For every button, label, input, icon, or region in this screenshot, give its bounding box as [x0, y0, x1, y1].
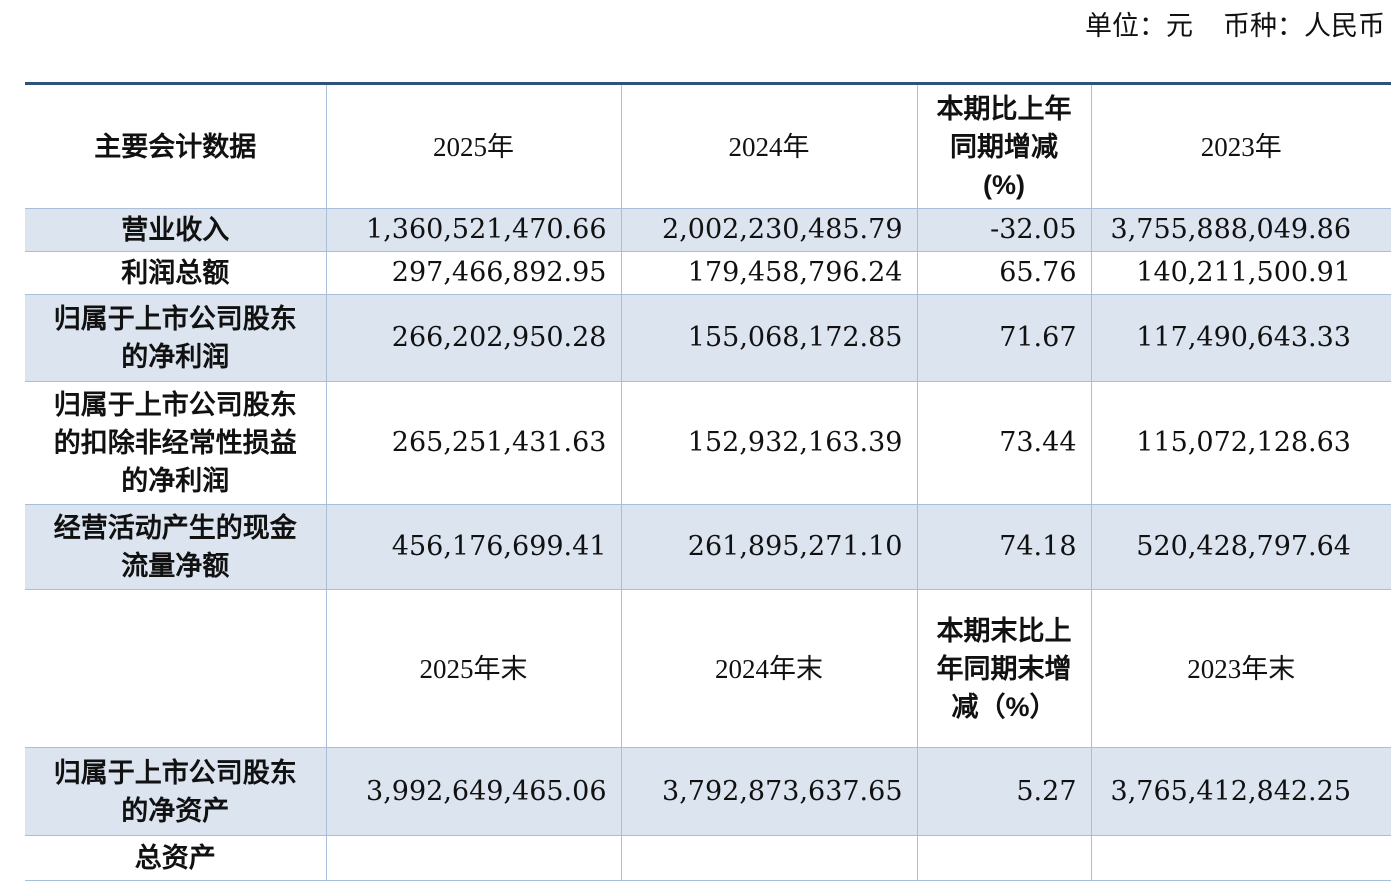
header-metric: 主要会计数据: [25, 83, 327, 209]
value-2024: 179,458,796.24: [620, 251, 918, 295]
header-endpoint-change-pct: 本期末比上年同期末增减（%）: [916, 589, 1092, 748]
value-2023: 520,428,797.64: [1090, 504, 1391, 590]
table-row-operating-revenue: 营业收入 1,360,521,470.66 2,002,230,485.79 -…: [25, 208, 1391, 252]
header-metric-empty: [25, 589, 327, 748]
value-2024-end: 3,792,873,637.65: [620, 747, 918, 836]
header-2024: 2024年: [620, 83, 918, 209]
value-2023: 117,490,643.33: [1090, 294, 1391, 382]
value-2024: 152,932,163.39: [620, 381, 918, 505]
value-2024: 155,068,172.85: [620, 294, 918, 382]
value-2025: 456,176,699.41: [325, 504, 622, 590]
table-row-net-assets-attributable: 归属于上市公司股东的净资产 3,992,649,465.06 3,792,873…: [25, 747, 1391, 836]
value-2025: 1,360,521,470.66: [325, 208, 622, 252]
metric-label: 归属于上市公司股东的扣除非经常性损益的净利润: [25, 381, 327, 505]
currency-label: 币种：人民币: [1223, 11, 1385, 41]
header-2025-end: 2025年末: [325, 589, 622, 748]
value-2023-end: 3,765,412,842.25: [1090, 747, 1391, 836]
value-change-pct: [916, 835, 1092, 881]
metric-label: 利润总额: [25, 251, 327, 295]
unit-currency-line: 单位：元 币种：人民币: [0, 0, 1391, 82]
header-2023-end: 2023年末: [1090, 589, 1391, 748]
metric-label: 经营活动产生的现金流量净额: [25, 504, 327, 590]
table-row-net-profit-attributable: 归属于上市公司股东的净利润 266,202,950.28 155,068,172…: [25, 294, 1391, 382]
metric-label: 归属于上市公司股东的净利润: [25, 294, 327, 382]
header-change-pct: 本期比上年同期增减(%): [916, 83, 1092, 209]
value-change-pct: 71.67: [916, 294, 1092, 382]
value-change-pct: 74.18: [916, 504, 1092, 590]
value-2023: 3,755,888,049.86: [1090, 208, 1391, 252]
value-2023: 140,211,500.91: [1090, 251, 1391, 295]
value-2023: 115,072,128.63: [1090, 381, 1391, 505]
value-change-pct: 65.76: [916, 251, 1092, 295]
table-row-net-profit-deducting-nonrecurring: 归属于上市公司股东的扣除非经常性损益的净利润 265,251,431.63 15…: [25, 381, 1391, 505]
value-2025: 265,251,431.63: [325, 381, 622, 505]
value-change-pct: 5.27: [916, 747, 1092, 836]
metric-label: 营业收入: [25, 208, 327, 252]
key-accounting-data-table: 主要会计数据 2025年 2024年 本期比上年同期增减(%) 2023年 营业…: [25, 82, 1391, 881]
value-change-pct: -32.05: [916, 208, 1092, 252]
unit-label: 单位：元: [1085, 11, 1193, 41]
header-2025: 2025年: [325, 83, 622, 209]
table-row-total-profit: 利润总额 297,466,892.95 179,458,796.24 65.76…: [25, 251, 1391, 295]
value-2024: 261,895,271.10: [620, 504, 918, 590]
table-header-row-period: 主要会计数据 2025年 2024年 本期比上年同期增减(%) 2023年: [25, 83, 1391, 209]
table-row-operating-cash-flow: 经营活动产生的现金流量净额 456,176,699.41 261,895,271…: [25, 504, 1391, 590]
value-2025: 266,202,950.28: [325, 294, 622, 382]
value-2025-end: 3,992,649,465.06: [325, 747, 622, 836]
table-row-total-assets-partial: 总资产: [25, 835, 1391, 881]
metric-label: 总资产: [25, 835, 327, 881]
header-2023: 2023年: [1090, 83, 1391, 209]
table-header-row-endpoint: 2025年末 2024年末 本期末比上年同期末增减（%） 2023年末: [25, 589, 1391, 748]
value-change-pct: 73.44: [916, 381, 1092, 505]
value-2025-end: [325, 835, 622, 881]
value-2023-end: [1090, 835, 1391, 881]
value-2024: 2,002,230,485.79: [620, 208, 918, 252]
metric-label: 归属于上市公司股东的净资产: [25, 747, 327, 836]
value-2025: 297,466,892.95: [325, 251, 622, 295]
header-2024-end: 2024年末: [620, 589, 918, 748]
value-2024-end: [620, 835, 918, 881]
